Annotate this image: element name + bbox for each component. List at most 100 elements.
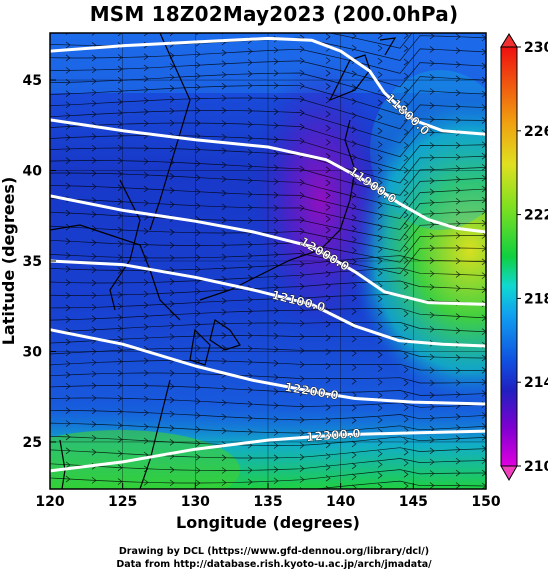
wind-arrow bbox=[430, 20, 434, 26]
wind-arrow bbox=[299, 227, 305, 235]
wind-arrow bbox=[455, 271, 461, 278]
streamline bbox=[50, 321, 486, 333]
wind-arrow bbox=[351, 258, 357, 265]
wind-arrow bbox=[351, 44, 357, 52]
wind-arrow bbox=[143, 301, 149, 309]
wind-arrow bbox=[351, 247, 357, 254]
wind-arrow bbox=[91, 382, 97, 389]
wind-arrow bbox=[481, 90, 486, 98]
wind-arrow bbox=[403, 482, 409, 489]
wind-arrow bbox=[247, 274, 253, 282]
contour-line bbox=[50, 259, 486, 348]
wind-arrow bbox=[91, 110, 97, 118]
wind-arrow bbox=[403, 415, 409, 423]
wind-arrow bbox=[273, 402, 279, 409]
wind-arrow bbox=[143, 479, 149, 486]
wind-arrow bbox=[143, 465, 149, 473]
colorbar-min-arrow bbox=[500, 465, 518, 482]
wind-arrow bbox=[195, 50, 201, 58]
wind-arrow bbox=[169, 300, 175, 308]
wind-arrow bbox=[325, 226, 331, 234]
wind-arrow bbox=[325, 362, 331, 370]
wind-arrow bbox=[117, 170, 123, 178]
wind-arrow bbox=[273, 442, 279, 449]
wind-arrow bbox=[351, 364, 357, 371]
wind-arrow bbox=[65, 304, 71, 312]
wind-arrow bbox=[117, 279, 123, 287]
wind-arrow bbox=[169, 424, 175, 432]
wind-arrow bbox=[455, 209, 461, 216]
wind-arrow bbox=[429, 177, 435, 185]
wind-arrow bbox=[117, 65, 123, 73]
wind-arrow bbox=[299, 347, 305, 354]
wind-arrow bbox=[91, 33, 96, 36]
wind-arrow bbox=[429, 102, 435, 109]
wind-arrow bbox=[195, 33, 200, 36]
wind-arrow bbox=[273, 108, 279, 115]
wind-arrow bbox=[65, 67, 71, 74]
wind-arrow bbox=[481, 445, 486, 453]
wind-arrow bbox=[91, 370, 97, 378]
wind-arrow bbox=[351, 462, 357, 470]
wind-arrow bbox=[325, 33, 331, 40]
wind-arrow bbox=[351, 225, 357, 232]
wind-arrow bbox=[325, 166, 331, 174]
wind-arrow bbox=[273, 122, 279, 129]
wind-arrow bbox=[403, 438, 409, 445]
wind-arrow bbox=[377, 269, 383, 277]
wind-arrow bbox=[377, 295, 383, 303]
wind-arrow bbox=[455, 482, 461, 489]
y-tick-label: 25 bbox=[23, 435, 42, 451]
wind-arrow bbox=[299, 476, 305, 483]
wind-arrow bbox=[221, 107, 227, 114]
wind-arrow bbox=[65, 223, 71, 231]
wind-arrow bbox=[221, 427, 227, 435]
wind-arrow bbox=[325, 320, 331, 328]
wind-arrow bbox=[143, 75, 149, 83]
wind-arrow bbox=[429, 244, 435, 252]
wind-arrow bbox=[221, 189, 227, 197]
wind-arrow bbox=[65, 382, 71, 390]
wind-arrow bbox=[144, 492, 148, 498]
wind-arrow bbox=[143, 409, 149, 417]
wind-arrow bbox=[377, 392, 383, 399]
streamline bbox=[50, 110, 486, 144]
wind-arrow bbox=[325, 259, 331, 267]
wind-arrow bbox=[377, 234, 383, 242]
wind-arrow bbox=[143, 437, 149, 445]
wind-arrow bbox=[169, 278, 175, 285]
wind-arrow bbox=[351, 378, 357, 385]
wind-arrow bbox=[455, 197, 461, 205]
wind-arrow bbox=[169, 159, 175, 166]
wind-arrow bbox=[91, 157, 97, 164]
wind-arrow bbox=[117, 184, 123, 191]
contour-line bbox=[50, 194, 486, 306]
wind-arrow bbox=[325, 153, 331, 160]
x-tick-label: 145 bbox=[399, 494, 428, 510]
wind-arrow bbox=[325, 376, 331, 384]
wind-arrow bbox=[169, 74, 175, 81]
wind-arrow bbox=[403, 86, 409, 94]
wind-arrow bbox=[455, 413, 461, 421]
wind-arrow bbox=[143, 357, 149, 365]
wind-arrow bbox=[117, 54, 123, 61]
wind-arrow bbox=[221, 147, 227, 155]
wind-arrow bbox=[92, 491, 96, 497]
wind-arrow bbox=[300, 24, 304, 30]
wind-arrow bbox=[299, 137, 305, 145]
wind-arrow bbox=[117, 267, 123, 274]
wind-arrow bbox=[481, 104, 486, 111]
wind-arrow bbox=[195, 254, 201, 261]
wind-arrow bbox=[325, 282, 331, 290]
wind-arrow bbox=[65, 360, 71, 368]
wind-arrow bbox=[195, 440, 201, 447]
wind-arrow bbox=[429, 59, 435, 67]
wind-arrow bbox=[403, 178, 409, 186]
wind-arrow bbox=[455, 313, 461, 320]
wind-arrow bbox=[143, 53, 149, 60]
wind-arrow bbox=[352, 21, 356, 27]
streamline bbox=[50, 435, 486, 446]
wind-arrow bbox=[429, 270, 435, 277]
wind-arrow bbox=[143, 279, 149, 286]
